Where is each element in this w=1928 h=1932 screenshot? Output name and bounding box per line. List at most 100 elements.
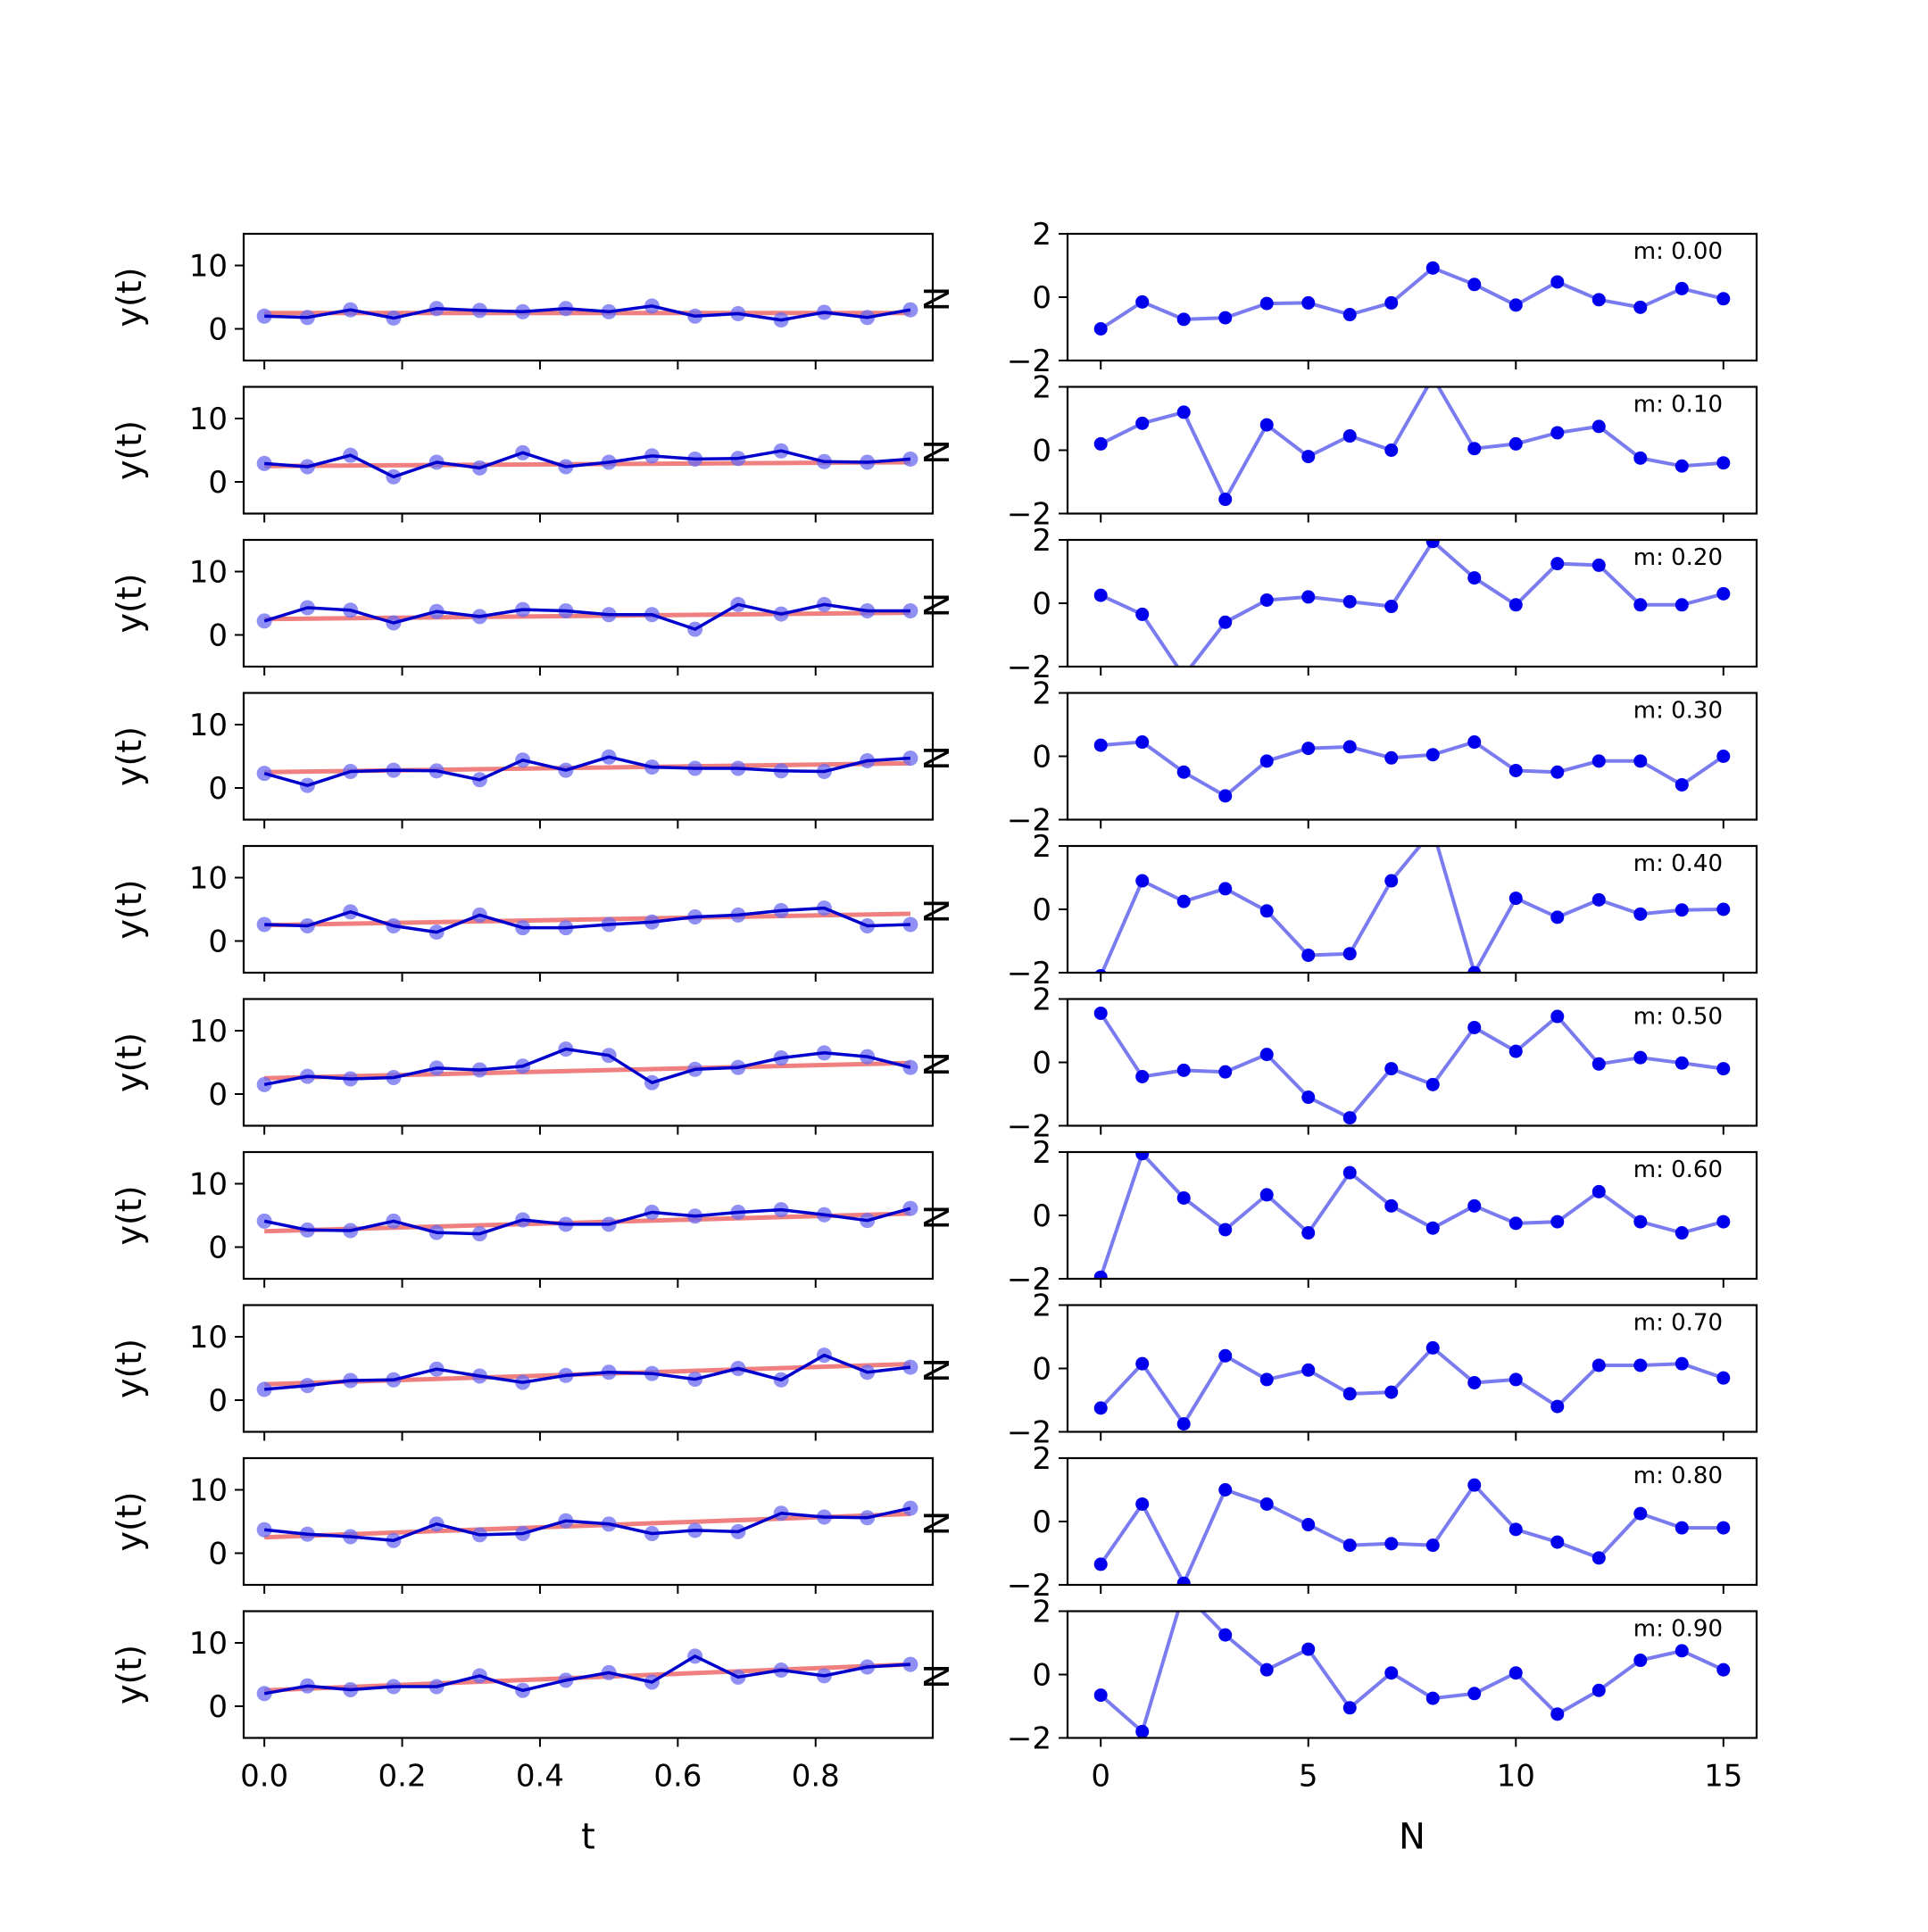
- data-point: [1384, 444, 1399, 457]
- data-point: [1591, 1551, 1606, 1565]
- data-point: [1467, 1687, 1482, 1701]
- y-tick-label: 10: [189, 708, 228, 743]
- y-tick-label: −2: [1007, 344, 1051, 379]
- data-point: [1093, 322, 1108, 336]
- data-point: [1259, 1497, 1274, 1511]
- left-panel-10: 0 10 y(t) N: [110, 1610, 957, 1747]
- right-panel-6: −2 0 2 m: 0.50: [1007, 983, 1758, 1145]
- series-line: [263, 755, 911, 787]
- y-tick-label: 10: [189, 861, 228, 897]
- data-point: [1176, 1190, 1191, 1205]
- data-point: [1633, 1358, 1648, 1372]
- data-point: [1425, 540, 1440, 549]
- data-point: [1176, 1417, 1191, 1431]
- data-point: [1135, 1356, 1150, 1371]
- y-tick-label: 0: [208, 1689, 228, 1725]
- left-plot-area: [256, 900, 918, 941]
- panel-annotation: m: 0.40: [1633, 850, 1723, 877]
- left-plot-area: [256, 1347, 918, 1397]
- series-line: [264, 1506, 911, 1543]
- data-point: [1716, 292, 1731, 306]
- left-panel-1: 0 10 y(t) N: [110, 232, 957, 369]
- data-point: [1716, 1521, 1731, 1535]
- data-point: [1467, 735, 1482, 750]
- series-line: [1099, 1611, 1724, 1734]
- y-tick-label: 0: [1032, 892, 1051, 928]
- data-point: [1591, 1184, 1606, 1198]
- panel-annotation: m: 0.70: [1633, 1310, 1723, 1337]
- data-point: [1259, 1372, 1274, 1387]
- series-line: [263, 602, 910, 631]
- data-point: [1259, 1048, 1274, 1062]
- data-point: [1342, 1701, 1357, 1715]
- y-tick-label: 0: [208, 465, 228, 501]
- left-panel-3: 0 10 y(t) N: [110, 538, 957, 676]
- y-tick-label: 2: [1032, 1441, 1051, 1477]
- y-tick-label: 2: [1032, 829, 1051, 865]
- y-tick-label: −2: [1007, 497, 1051, 533]
- left-panel-8: 0 10 y(t) N: [110, 1304, 957, 1441]
- axes-frame: [242, 386, 935, 515]
- data-point: [1301, 1226, 1316, 1240]
- axes-frame: [242, 692, 935, 821]
- x-axis-label: t: [581, 1817, 595, 1858]
- data-point: [1550, 426, 1565, 440]
- series-line: [264, 304, 911, 322]
- series-line: [264, 449, 911, 479]
- x-tick-label: 0.0: [240, 1759, 288, 1795]
- data-point: [1633, 1506, 1648, 1521]
- y-tick-label: 0: [1032, 1505, 1051, 1540]
- left-panel-2: 0 10 y(t) N: [110, 386, 957, 523]
- y-axis-label: y(t): [110, 573, 149, 633]
- data-point: [1259, 754, 1274, 768]
- data-point: [1716, 1371, 1731, 1385]
- data-point: [1716, 750, 1731, 763]
- data-point: [1177, 1586, 1191, 1599]
- series-line: [264, 1353, 911, 1391]
- data-point: [1550, 1399, 1565, 1414]
- data-point: [1218, 789, 1233, 803]
- x-tick-label: 0: [1091, 1759, 1110, 1795]
- data-point: [1301, 295, 1316, 310]
- data-point: [1384, 600, 1399, 614]
- data-point: [1301, 742, 1316, 756]
- data-point: [1135, 1152, 1150, 1161]
- data-point: [1425, 748, 1440, 762]
- left-panel-9: 0 10 y(t) N: [110, 1456, 957, 1594]
- data-point: [1093, 1557, 1108, 1571]
- right-panel-8: −2 0 2 m: 0.70: [1007, 1289, 1758, 1451]
- y-tick-label: 2: [1032, 370, 1051, 406]
- data-point: [1342, 740, 1357, 754]
- right-y-axis-label: N: [918, 1051, 957, 1076]
- right-y-axis-label: N: [918, 745, 957, 770]
- data-point: [1550, 557, 1565, 571]
- data-point: [902, 916, 918, 933]
- data-point: [1550, 1009, 1565, 1024]
- data-point: [1135, 1497, 1150, 1511]
- data-point: [1425, 1221, 1440, 1235]
- panel-annotation: m: 0.20: [1633, 544, 1723, 571]
- data-point: [1591, 293, 1606, 307]
- data-point: [1342, 1538, 1357, 1553]
- right-panel-1: −2 0 2 m: 0.00: [1007, 217, 1758, 379]
- x-tick-label: 10: [1497, 1759, 1535, 1795]
- data-point: [1467, 1375, 1482, 1389]
- data-point: [1093, 738, 1108, 752]
- data-point: [1259, 1663, 1274, 1677]
- trend-line: [264, 1060, 910, 1081]
- data-point: [1176, 1576, 1191, 1585]
- data-point: [1675, 1056, 1689, 1070]
- data-point: [1342, 1111, 1357, 1125]
- y-tick-label: 0: [208, 618, 228, 654]
- right-y-axis-label: N: [918, 1205, 957, 1230]
- y-axis-label: y(t): [110, 420, 149, 480]
- right-panel-4: −2 0 2 m: 0.30: [1007, 676, 1758, 839]
- data-point: [1384, 874, 1399, 888]
- data-point: [1675, 459, 1689, 473]
- left-panel-7: 0 10 y(t) N: [110, 1150, 957, 1288]
- y-tick-label: 2: [1032, 676, 1051, 712]
- panel-annotation: m: 0.10: [1633, 392, 1723, 419]
- trend-line: [264, 1511, 911, 1540]
- data-point: [1508, 1372, 1523, 1387]
- data-point: [1508, 1666, 1523, 1680]
